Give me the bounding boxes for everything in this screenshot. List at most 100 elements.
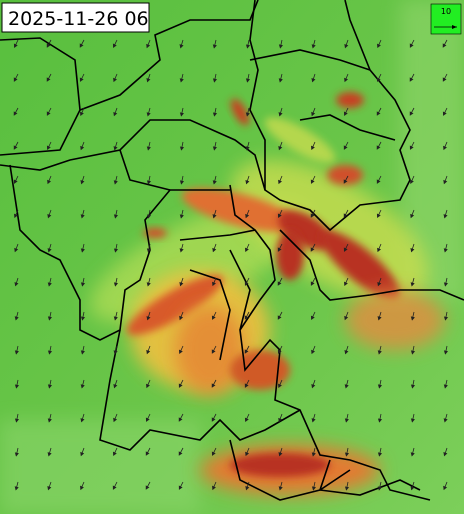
wind-arrowhead: [311, 44, 316, 49]
wind-arrowhead: [113, 384, 118, 389]
wind-arrowhead: [179, 112, 185, 117]
wind-arrowhead: [47, 282, 52, 287]
wind-arrowhead: [113, 350, 118, 355]
wind-arrowhead: [80, 316, 86, 321]
wind-arrowhead: [377, 316, 382, 321]
wind-arrowhead: [278, 78, 283, 83]
timestamp: 2025-11-26 06: [8, 8, 149, 30]
wind-arrowhead: [245, 451, 250, 457]
wind-arrowhead: [212, 78, 218, 83]
wind-arrowhead: [277, 281, 282, 286]
wind-arrowhead: [277, 247, 282, 252]
wind-arrowhead: [377, 281, 382, 287]
wind-arrowhead: [344, 418, 349, 423]
border: [249, 49, 371, 71]
border: [229, 249, 251, 331]
wind-arrowhead: [442, 43, 447, 48]
wind-arrowhead: [377, 418, 383, 423]
wind-arrowhead: [376, 111, 381, 116]
wind-arrowhead: [245, 112, 250, 117]
wind-arrowhead: [409, 77, 414, 82]
wind-arrowhead: [145, 417, 150, 422]
wind-arrowhead: [278, 383, 282, 389]
border: [229, 439, 351, 501]
wind-arrowhead: [179, 146, 185, 151]
wind-arrowhead: [377, 452, 383, 457]
wind-arrowhead: [344, 350, 349, 355]
wind-arrowhead: [112, 485, 117, 490]
wind-arrowhead: [80, 485, 84, 491]
wind-arrowhead: [212, 146, 217, 151]
wind-arrowhead: [79, 43, 84, 48]
wind-arrowhead: [409, 111, 414, 116]
wind-arrowhead: [377, 350, 382, 355]
wind-arrowhead: [343, 111, 348, 116]
wind-arrowhead: [245, 146, 250, 151]
wind-arrowhead: [277, 315, 282, 320]
wind-arrowhead: [311, 111, 316, 117]
wind-arrowhead: [443, 282, 449, 287]
wind-arrowhead: [244, 417, 249, 422]
wind-arrowhead: [245, 44, 251, 49]
wind-arrowhead: [14, 350, 19, 355]
wind-arrowhead: [311, 486, 317, 491]
wind-arrowhead: [410, 316, 415, 321]
wind-arrowhead: [377, 486, 382, 491]
wind-arrowhead: [13, 179, 18, 184]
wind-arrowhead: [13, 111, 18, 116]
wind-arrowhead: [14, 247, 19, 253]
wind-arrowhead: [344, 384, 349, 389]
wind-arrowhead: [443, 214, 448, 219]
wind-arrowhead: [278, 486, 283, 491]
wind-arrowhead: [146, 349, 151, 355]
wind-arrowhead: [443, 179, 448, 185]
wind-arrowhead: [112, 451, 117, 456]
wind-arrowhead: [80, 111, 84, 117]
border: [299, 114, 396, 141]
wind-arrowhead: [376, 77, 381, 82]
wind-arrowhead: [146, 180, 152, 185]
border: [79, 0, 259, 111]
wind-arrowhead: [79, 77, 84, 82]
wind-arrowhead: [113, 111, 118, 117]
wind-arrowhead: [278, 112, 283, 117]
wind-arrowhead: [146, 383, 150, 389]
wind-arrowhead: [179, 248, 184, 253]
wind-arrowhead: [146, 146, 151, 151]
wind-arrowhead: [146, 316, 151, 321]
wind-arrowhead: [442, 77, 447, 82]
wind-arrowhead: [244, 383, 249, 388]
wind-arrowhead: [13, 77, 18, 82]
wind-arrowhead: [376, 179, 381, 184]
wind-arrowhead: [146, 248, 151, 253]
wind-arrowhead: [377, 384, 383, 389]
wind-arrowhead: [47, 452, 52, 457]
wind-arrowhead: [410, 418, 415, 423]
wind-arrowhead: [80, 418, 85, 423]
wind-arrowhead: [47, 350, 53, 355]
wind-arrowhead: [344, 77, 349, 83]
wind-arrowhead: [410, 248, 415, 253]
wind-arrowhead: [310, 213, 315, 218]
wind-arrowhead: [80, 145, 85, 151]
wind-arrowhead: [179, 214, 184, 219]
wind-arrowhead: [410, 282, 415, 287]
wind-arrowhead: [244, 315, 249, 320]
wind-arrowhead: [245, 485, 250, 491]
wind-arrowhead: [409, 43, 414, 48]
wind-reference-label: 10: [441, 7, 451, 16]
wind-arrowhead: [113, 214, 119, 219]
wind-arrowhead: [178, 485, 183, 490]
wind-arrowhead: [178, 383, 183, 388]
wind-arrowhead: [211, 349, 216, 354]
wind-arrowhead: [410, 179, 414, 185]
wind-arrowhead: [344, 315, 349, 321]
wind-arrowhead: [212, 247, 217, 253]
wind-arrowhead: [113, 248, 119, 253]
wind-arrowhead: [442, 111, 447, 116]
wind-arrowhead: [212, 112, 218, 117]
wind-arrowhead: [46, 77, 51, 82]
wind-arrowhead: [47, 384, 53, 389]
wind-arrowhead: [278, 417, 283, 423]
